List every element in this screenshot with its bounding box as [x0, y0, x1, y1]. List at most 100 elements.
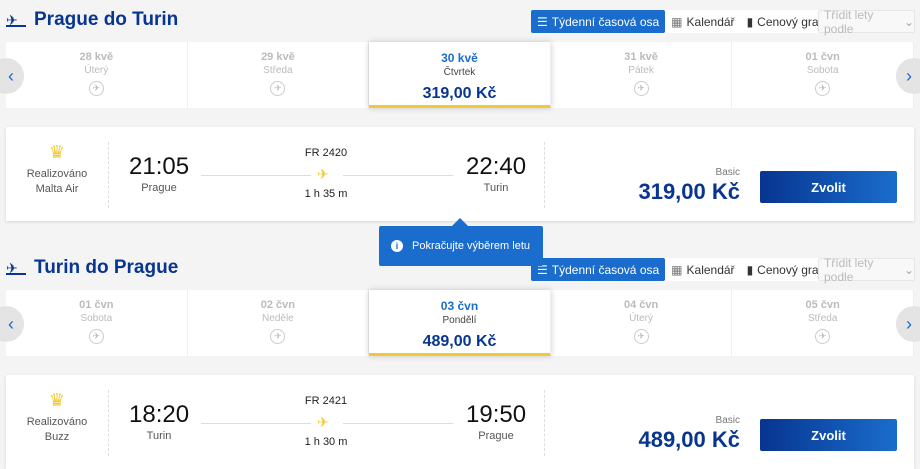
weekday-label: Pátek [628, 65, 654, 76]
weekly-label: Týdenní časová osa [551, 14, 660, 29]
flight-number: FR 2421 [304, 395, 348, 407]
weekly-view-button[interactable]: ☰ Týdenní časová osa [531, 10, 666, 33]
flight-price: 489,00 Kč [638, 427, 740, 452]
calendar-icon: ▦ [671, 262, 683, 277]
date-strip: 01 čvn Sobota ✈ 02 čvn Neděle ✈ 03 čvn P… [6, 290, 914, 356]
operated-label: Realizováno [26, 168, 88, 180]
prev-dates-button[interactable]: ‹ [0, 58, 24, 94]
date-tab[interactable]: 30 kvě Čtvrtek 319,00 Kč [369, 42, 551, 108]
no-flights-icon: ✈ [88, 329, 104, 344]
flight-price: 319,00 Kč [638, 179, 740, 204]
date-tab[interactable]: 31 kvě Pátek ✈ [551, 42, 733, 108]
next-dates-button[interactable]: › [896, 58, 920, 94]
view-switcher: ☰ Týdenní časová osa ▦ Kalendář ▮ Cenový gr… [531, 10, 828, 33]
no-flights-icon: ✈ [633, 81, 649, 96]
date-tab[interactable]: 01 čvn Sobota ✈ [732, 42, 914, 108]
list-icon: ☰ [537, 262, 548, 277]
weekly-view-button[interactable]: ☰ Týdenní časová osa [531, 258, 666, 281]
date-price: 319,00 Kč [422, 85, 497, 102]
operator-info: ♛ Realizováno Buzz [6, 390, 109, 456]
weekday-label: Pondělí [442, 315, 477, 326]
list-icon: ☰ [537, 14, 548, 29]
info-icon: i [391, 240, 403, 252]
calendar-view-button[interactable]: ▦ Kalendář [665, 258, 741, 281]
arrival-time: 19:50 [466, 401, 527, 428]
date-label: 02 čvn [260, 299, 296, 311]
divider [544, 142, 545, 208]
weekly-label: Týdenní časová osa [551, 262, 660, 277]
date-label: 30 kvě [441, 51, 478, 65]
weekday-label: Úterý [629, 313, 654, 324]
fare-type: Basic [715, 167, 740, 178]
date-tab[interactable]: 29 kvě Středa ✈ [188, 42, 370, 108]
date-tab[interactable]: 02 čvn Neděle ✈ [188, 290, 370, 356]
select-flight-button[interactable]: Zvolit [760, 419, 897, 451]
price-graph-button[interactable]: ▮ Cenový graf [740, 10, 828, 33]
route-line [201, 423, 311, 424]
plane-icon: ✈ [6, 13, 26, 27]
chevron-down-icon: ⌄ [903, 14, 914, 29]
section-header: ✈ Turin do Prague [6, 248, 178, 288]
date-tab[interactable]: 05 čvn Středa ✈ [732, 290, 914, 356]
sort-dropdown[interactable]: Třídit lety podle ⌄ [818, 255, 915, 284]
graph-label: Cenový graf [757, 14, 822, 29]
date-label: 03 čvn [440, 299, 479, 313]
airline-logo-icon: ♛ [48, 142, 66, 162]
calendar-icon: ▦ [671, 14, 683, 29]
weekday-label: Úterý [84, 65, 109, 76]
departure-time: 21:05 [129, 153, 190, 180]
arrival-city: Prague [478, 430, 514, 442]
arrival-city: Turin [483, 182, 509, 194]
fare-type: Basic [715, 415, 740, 426]
departure-time: 18:20 [129, 401, 190, 428]
operated-label: Realizováno [26, 416, 88, 428]
arrival-time: 22:40 [466, 153, 527, 180]
date-label: 04 čvn [623, 299, 659, 311]
no-flights-icon: ✈ [633, 329, 649, 344]
plane-icon: ✈ [317, 414, 329, 430]
calendar-label: Kalendář [686, 262, 735, 277]
date-tab[interactable]: 28 kvě Úterý ✈ [6, 42, 188, 108]
weekday-label: Neděle [262, 313, 294, 324]
flight-section: ✈ Turin do Prague ☰ Týdenní časová osa ▦ Ka… [0, 248, 920, 469]
date-strip: 28 kvě Úterý ✈ 29 kvě Středa ✈ 30 kvě Čt… [6, 42, 914, 108]
no-flights-icon: ✈ [270, 329, 286, 344]
no-flights-icon: ✈ [270, 81, 286, 96]
flight-section: ✈ Prague do Turin ☰ Týdenní časová osa ▦ Ka… [0, 0, 920, 221]
chevron-down-icon: ⌄ [903, 262, 914, 277]
date-label: 01 čvn [805, 51, 840, 63]
plane-icon: ✈ [317, 166, 329, 182]
departure-city: Turin [146, 430, 172, 442]
no-flights-icon: ✈ [815, 81, 831, 96]
operator-info: ♛ Realizováno Malta Air [6, 142, 109, 208]
view-switcher: ☰ Týdenní časová osa ▦ Kalendář ▮ Cenový gr… [531, 258, 828, 281]
flight-card[interactable]: ♛ Realizováno Buzz 18:20 Turin FR 2421 ✈ 1… [6, 375, 914, 469]
weekday-label: Čtvrtek [443, 67, 476, 78]
date-price: 489,00 Kč [422, 333, 497, 350]
divider [544, 390, 545, 456]
calendar-view-button[interactable]: ▦ Kalendář [665, 10, 741, 33]
section-title: Turin do Prague [34, 257, 179, 278]
next-dates-button[interactable]: › [896, 306, 920, 342]
bar-chart-icon: ▮ [746, 262, 754, 277]
no-flights-icon: ✈ [815, 329, 831, 344]
no-flights-icon: ✈ [88, 81, 104, 96]
date-label: 31 kvě [624, 51, 658, 63]
select-flight-button[interactable]: Zvolit [760, 171, 897, 203]
section-title: Prague do Turin [34, 9, 179, 30]
graph-label: Cenový graf [757, 262, 822, 277]
sort-label: Třídit lety podle [824, 255, 874, 284]
bar-chart-icon: ▮ [746, 14, 754, 29]
date-tab[interactable]: 03 čvn Pondělí 489,00 Kč [369, 290, 551, 356]
weekday-label: Sobota [806, 65, 839, 76]
date-tab[interactable]: 04 čvn Úterý ✈ [551, 290, 733, 356]
weekday-label: Sobota [80, 313, 113, 324]
operator-name: Malta Air [35, 183, 79, 195]
price-graph-button[interactable]: ▮ Cenový graf [740, 258, 828, 281]
flight-card[interactable]: ♛ Realizováno Malta Air 21:05 Prague FR 24… [6, 127, 914, 221]
sort-dropdown[interactable]: Třídit lety podle ⌄ [818, 8, 915, 36]
date-label: 05 čvn [805, 299, 840, 311]
date-tab[interactable]: 01 čvn Sobota ✈ [6, 290, 188, 356]
flight-number: FR 2420 [304, 147, 348, 159]
departure-city: Prague [141, 182, 177, 194]
